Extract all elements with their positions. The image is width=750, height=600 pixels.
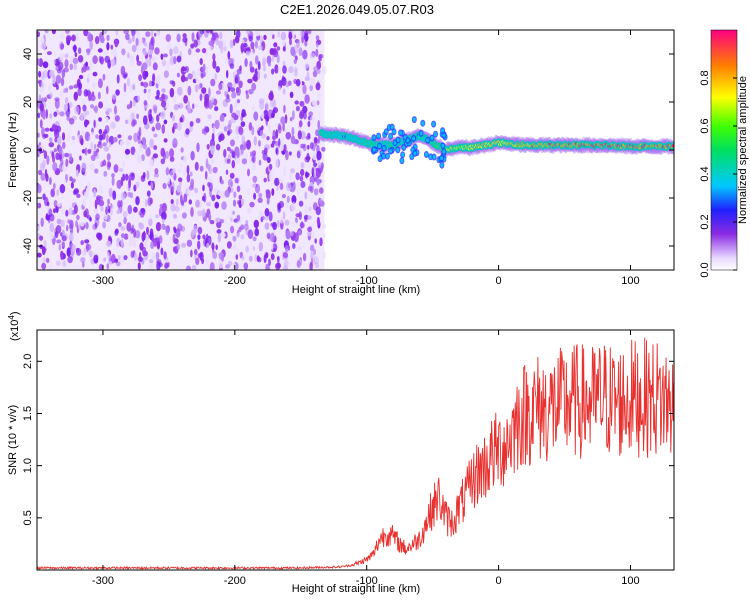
snr-y-tick-label: 0.5 bbox=[22, 510, 34, 525]
colorbar-label: Normalized spectral amplitude bbox=[737, 76, 749, 224]
snr-x-tick-label: 0 bbox=[496, 575, 502, 587]
colorbar-tick-label: 0.8 bbox=[699, 70, 711, 85]
colorbar-gradient bbox=[710, 29, 738, 271]
snr-y-tick-label: 2.0 bbox=[22, 354, 34, 369]
snr-x-tick-label: -200 bbox=[224, 575, 246, 587]
spec-x-tick-label: -300 bbox=[92, 275, 114, 287]
colorbar: 0.0 0.2 0.4 0.6 0.8 Normalized spectral ampl… bbox=[699, 29, 749, 278]
colorbar-tick-label: 0.0 bbox=[699, 262, 711, 277]
snr-x-axis-title: Height of straight line (km) bbox=[292, 583, 420, 595]
snr-x-tick-label: -100 bbox=[356, 575, 378, 587]
snr-y-tick-label: 1.5 bbox=[22, 406, 34, 421]
figure-title: C2E1.2026.049.05.07.R03 bbox=[280, 2, 434, 17]
spectrogram-heatmap bbox=[37, 30, 674, 270]
colorbar-tick-label: 0.2 bbox=[699, 214, 711, 229]
noise-speckle bbox=[37, 30, 327, 270]
spec-x-tick-label: 0 bbox=[496, 275, 502, 287]
snr-y-axis-title: SNR (10 * v/v) bbox=[7, 405, 19, 475]
spec-y-tick-label: 20 bbox=[22, 96, 34, 108]
snr-ticks: -300 -200 -100 0 100 0.5 1.0 1.5 2.0 bbox=[22, 330, 674, 587]
snr-y-tick-label: 1.0 bbox=[22, 458, 34, 473]
spec-y-tick-label: -20 bbox=[22, 190, 34, 206]
spec-y-tick-label: 0 bbox=[22, 147, 34, 153]
spec-x-tick-label: -200 bbox=[224, 275, 246, 287]
snr-x-tick-label: -300 bbox=[92, 575, 114, 587]
snr-line bbox=[37, 337, 674, 570]
spectrogram-y-axis-title: Frequency (Hz) bbox=[7, 112, 19, 188]
colorbar-ticks: 0.0 0.2 0.4 0.6 0.8 bbox=[699, 70, 737, 278]
snr-line-layer bbox=[37, 337, 674, 570]
colorbar-tick-label: 0.6 bbox=[699, 118, 711, 133]
spec-y-tick-label: 40 bbox=[22, 48, 34, 60]
spec-x-tick-label: 100 bbox=[621, 275, 639, 287]
signal-trace bbox=[318, 116, 674, 169]
spec-x-tick-label: -100 bbox=[356, 275, 378, 287]
snr-x-tick-label: 100 bbox=[621, 575, 639, 587]
spec-y-tick-label: -40 bbox=[22, 238, 34, 254]
spectrogram-x-axis-title: Height of straight line (km) bbox=[292, 284, 420, 296]
colorbar-tick-label: 0.4 bbox=[699, 166, 711, 181]
snr-frame bbox=[36, 329, 675, 571]
snr-panel: -300 -200 -100 0 100 0.5 1.0 1.5 2.0 Height of s… bbox=[7, 311, 675, 595]
snr-y-scale-label: (x104) bbox=[7, 311, 21, 341]
